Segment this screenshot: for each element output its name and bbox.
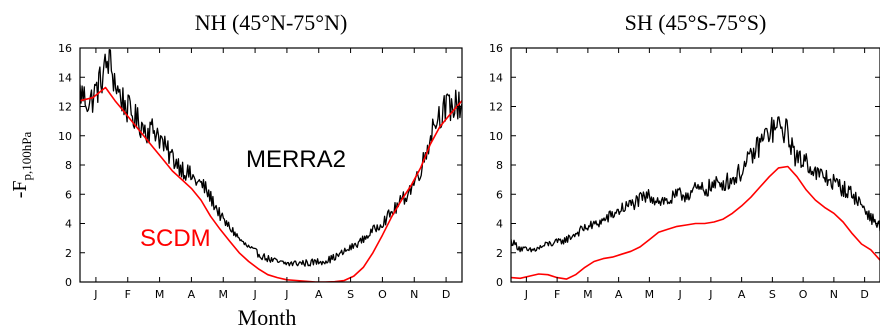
x-tick-label-sh: J bbox=[708, 288, 712, 301]
y-tick-label-sh: 8 bbox=[496, 159, 503, 172]
annotation-merra2: MERRA2 bbox=[246, 146, 346, 173]
x-axis-label: Month bbox=[238, 305, 297, 330]
panel-sh: SH (45°S-75°S) 0 2 4 6 8 10 12 14 16 J F M A M J J A S O N D bbox=[489, 10, 880, 301]
y-tick-label-sh: 2 bbox=[496, 247, 503, 260]
x-tick-label-nh: D bbox=[442, 288, 450, 301]
series-line-merra2-sh bbox=[511, 116, 880, 253]
y-axis-label-subscript: p,100hPa bbox=[19, 131, 34, 180]
y-tick-label-nh: 14 bbox=[58, 71, 72, 84]
x-tick-label-nh: F bbox=[125, 288, 131, 301]
x-tick-label-nh: O bbox=[378, 288, 387, 301]
series-line-scdm-nh bbox=[80, 86, 462, 282]
x-tick-label-sh: J bbox=[678, 288, 682, 301]
series-line-scdm-sh bbox=[511, 165, 880, 280]
y-tick-label-nh: 4 bbox=[65, 218, 72, 231]
x-tick-label-sh: O bbox=[799, 288, 808, 301]
y-tick-label-sh: 4 bbox=[496, 218, 503, 231]
chart-title-sh: SH (45°S-75°S) bbox=[625, 10, 767, 35]
y-tick-label-nh: 12 bbox=[58, 101, 72, 114]
y-tick-label-nh: 0 bbox=[65, 276, 72, 289]
y-axis-label: -Fp,100hPa bbox=[9, 131, 34, 198]
x-tick-label-nh: J bbox=[252, 288, 256, 301]
x-tick-label-nh: M bbox=[219, 288, 229, 301]
y-tick-label-nh: 8 bbox=[65, 159, 72, 172]
x-tick-label-sh: D bbox=[860, 288, 868, 301]
y-tick-label-sh: 0 bbox=[496, 276, 503, 289]
panel-nh: NH (45°N-75°N) 0 2 4 6 8 10 12 14 16 J F M A M J J A S O N D M… bbox=[58, 10, 463, 301]
x-tick-label-nh: A bbox=[188, 288, 196, 301]
x-tick-label-nh: J bbox=[284, 288, 288, 301]
x-tick-label-sh: F bbox=[554, 288, 560, 301]
y-tick-label-sh: 6 bbox=[496, 188, 503, 201]
x-tick-label-sh: N bbox=[830, 288, 838, 301]
chart-title-nh: NH (45°N-75°N) bbox=[195, 10, 348, 35]
y-tick-label-sh: 14 bbox=[489, 71, 503, 84]
y-tick-label-nh: 16 bbox=[58, 42, 72, 55]
x-tick-label-sh: M bbox=[583, 288, 593, 301]
x-tick-label-sh: J bbox=[524, 288, 528, 301]
y-tick-label-sh: 16 bbox=[489, 42, 503, 55]
x-tick-label-nh: S bbox=[347, 288, 354, 301]
svg-text:-Fp,100hPa: -Fp,100hPa bbox=[9, 131, 34, 198]
x-tick-label-sh: A bbox=[738, 288, 746, 301]
x-tick-label-nh: N bbox=[410, 288, 418, 301]
x-tick-label-sh: S bbox=[769, 288, 776, 301]
y-tick-label-sh: 12 bbox=[489, 101, 503, 114]
x-tick-label-nh: J bbox=[93, 288, 97, 301]
x-tick-label-nh: M bbox=[155, 288, 165, 301]
x-tick-label-sh: M bbox=[645, 288, 655, 301]
x-tick-label-sh: A bbox=[615, 288, 623, 301]
y-axis-label-main: -F bbox=[9, 180, 31, 198]
plot-frame-sh bbox=[510, 47, 880, 283]
y-tick-label-sh: 10 bbox=[489, 130, 503, 143]
y-tick-label-nh: 10 bbox=[58, 130, 72, 143]
y-tick-label-nh: 6 bbox=[65, 188, 72, 201]
x-tick-label-nh: A bbox=[315, 288, 323, 301]
y-tick-label-nh: 2 bbox=[65, 247, 72, 260]
annotation-scdm: SCDM bbox=[140, 225, 211, 252]
